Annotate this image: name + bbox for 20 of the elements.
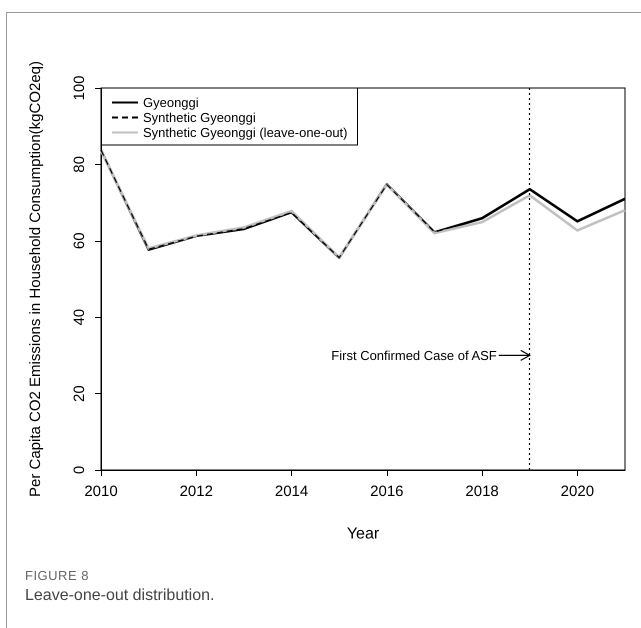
legend-label: Synthetic Gyeonggi (leave-one-out) — [143, 125, 348, 140]
legend-label: Synthetic Gyeonggi — [143, 110, 256, 125]
x-tick-label: 2014 — [274, 483, 308, 500]
y-tick-label: 40 — [71, 308, 88, 326]
x-tick-label: 2010 — [84, 483, 118, 500]
x-tick-label: 2020 — [560, 483, 594, 500]
y-axis-title: Per Capita CO2 Emissions in Household Consumption(kgCO2eq) — [27, 60, 44, 498]
y-tick-label: 100 — [71, 75, 88, 101]
x-axis-title: Year — [346, 526, 380, 542]
y-tick-label: 0 — [71, 466, 88, 474]
caption: FIGURE 8 — [25, 568, 90, 583]
y-tick-label: 80 — [71, 156, 88, 173]
y-tick-label: 60 — [71, 232, 88, 250]
y-tick-label: 20 — [71, 385, 88, 402]
x-tick-label: 2018 — [465, 483, 499, 500]
annotation: First Confirmed Case of ASF — [331, 348, 497, 363]
legend-label: Gyeonggi — [143, 95, 199, 110]
x-tick-label: 2016 — [370, 483, 404, 500]
text: Leave-one-out distribution. — [25, 587, 214, 605]
x-tick-label: 2012 — [180, 483, 213, 500]
